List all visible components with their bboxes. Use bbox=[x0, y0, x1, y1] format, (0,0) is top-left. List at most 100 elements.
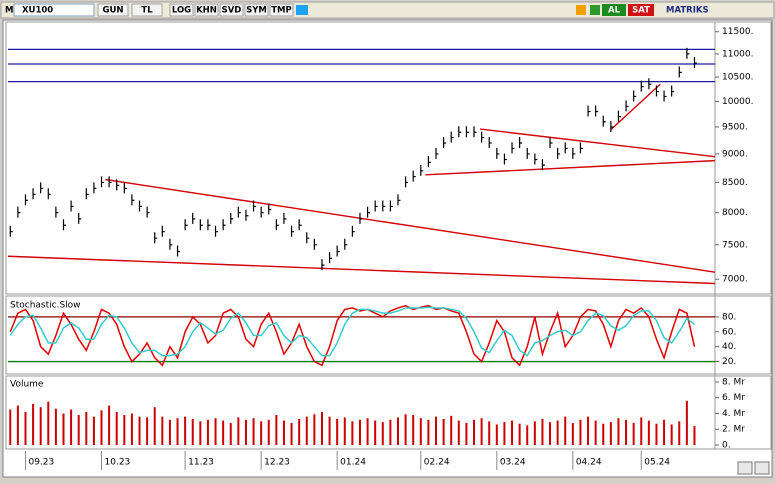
scroll-button[interactable] bbox=[754, 461, 770, 475]
price-bar bbox=[17, 206, 21, 218]
volume-bar bbox=[153, 407, 156, 445]
volume-bar bbox=[184, 416, 187, 445]
volume-bar bbox=[541, 418, 544, 445]
volume-bar bbox=[549, 422, 552, 445]
toolbar-button[interactable] bbox=[244, 3, 269, 17]
volume-bar bbox=[222, 420, 225, 445]
sell-label[interactable]: SAT bbox=[632, 6, 650, 16]
symbol[interactable]: XU100 bbox=[22, 6, 53, 16]
trend-line bbox=[105, 178, 716, 273]
price-bar bbox=[344, 238, 348, 250]
volume-bar bbox=[260, 421, 263, 445]
price-bar bbox=[62, 219, 66, 231]
volume-bar bbox=[495, 424, 498, 445]
price-bar bbox=[435, 147, 439, 159]
price-bar bbox=[404, 176, 409, 188]
volume-bar bbox=[244, 419, 247, 445]
sell-button[interactable] bbox=[628, 4, 654, 16]
price-bar bbox=[154, 232, 158, 244]
x-tick-label: 04.24 bbox=[576, 458, 602, 468]
toolbar: M XU100 GUN TL LOG KHN SVD SYM TMP AL SAT MA… bbox=[0, 1, 775, 19]
toolbar-button-label[interactable]: LOG bbox=[172, 6, 191, 16]
toolbar-button[interactable] bbox=[194, 3, 219, 17]
price-bar bbox=[450, 131, 454, 143]
buy-button[interactable] bbox=[602, 4, 626, 16]
volume-bar bbox=[647, 420, 650, 445]
volume-bar bbox=[267, 419, 270, 445]
toolbar-button-label[interactable]: SVD bbox=[222, 6, 242, 16]
volume-bar bbox=[526, 425, 529, 445]
volume-bar bbox=[564, 416, 567, 445]
price-bar bbox=[192, 212, 196, 224]
price-bar bbox=[488, 136, 492, 148]
volume-bar bbox=[419, 418, 422, 445]
price-bar bbox=[32, 188, 36, 200]
period[interactable]: GUN bbox=[103, 6, 124, 16]
toolbar-button-label[interactable]: SYM bbox=[246, 6, 267, 16]
price-bar bbox=[686, 47, 690, 59]
brand: MATRIKS bbox=[666, 6, 709, 16]
trend-line bbox=[7, 255, 716, 285]
volume-bar bbox=[206, 419, 209, 445]
price-bar bbox=[427, 156, 431, 168]
volume-bar bbox=[655, 423, 658, 445]
price-bar bbox=[458, 126, 462, 138]
volume-bar bbox=[358, 419, 361, 445]
volume-bar bbox=[146, 417, 149, 445]
currency[interactable]: TL bbox=[141, 6, 153, 16]
oscillator-line bbox=[9, 306, 695, 357]
volume-bar bbox=[77, 415, 80, 445]
refresh-icon[interactable] bbox=[590, 5, 600, 15]
price-bar bbox=[602, 115, 606, 127]
volume-bar bbox=[130, 413, 133, 445]
buy-label[interactable]: AL bbox=[608, 6, 621, 16]
currency-button[interactable] bbox=[131, 3, 163, 17]
volume-bar bbox=[305, 416, 308, 445]
volume-bar bbox=[351, 421, 354, 445]
toolbar-button-label[interactable]: TMP bbox=[271, 6, 292, 16]
period-button[interactable] bbox=[97, 3, 129, 17]
price-bar bbox=[169, 238, 173, 250]
volume-bar bbox=[602, 423, 605, 445]
volume-bar bbox=[374, 420, 377, 445]
volume-bar bbox=[488, 421, 491, 445]
price-bar bbox=[313, 238, 317, 250]
volume-bar bbox=[556, 420, 559, 445]
x-tick-label: 09.23 bbox=[28, 458, 54, 468]
y-tick-label: 20. bbox=[722, 357, 736, 367]
volume-bar bbox=[108, 405, 111, 445]
price-bar bbox=[207, 219, 211, 231]
panel-frame bbox=[5, 375, 772, 450]
toolbar-button[interactable] bbox=[219, 3, 244, 17]
volume-bar bbox=[252, 418, 255, 445]
symbol-box[interactable] bbox=[13, 3, 95, 17]
volume-bar bbox=[663, 419, 666, 445]
volume-bar bbox=[617, 418, 620, 445]
panel-title: Volume bbox=[10, 380, 44, 390]
price-bar bbox=[123, 182, 127, 194]
price-bar bbox=[579, 142, 583, 154]
y-tick-label: 2. Mr bbox=[722, 425, 745, 435]
volume-bar bbox=[328, 416, 331, 445]
price-bar bbox=[503, 153, 507, 165]
volume-bar bbox=[632, 422, 635, 445]
toolbar-button-label[interactable]: KHN bbox=[196, 6, 217, 16]
x-tick-label: 02.24 bbox=[424, 458, 450, 468]
price-bar bbox=[587, 105, 591, 117]
price-bar bbox=[131, 194, 135, 206]
zoom-button[interactable] bbox=[737, 461, 753, 475]
toolbar-button[interactable] bbox=[169, 3, 194, 17]
x-tick-label: 10.23 bbox=[105, 458, 131, 468]
price-bar bbox=[366, 206, 371, 218]
price-bar bbox=[557, 147, 561, 159]
symbol-prefix: M bbox=[5, 6, 13, 16]
volume-bar bbox=[62, 413, 65, 445]
volume-bar bbox=[161, 416, 164, 445]
edit-icon[interactable] bbox=[576, 5, 586, 15]
y-tick-label: 10000. bbox=[722, 97, 754, 107]
share-icon[interactable] bbox=[296, 5, 308, 15]
price-bar bbox=[260, 206, 264, 218]
price-bar bbox=[138, 200, 143, 212]
toolbar-button[interactable] bbox=[269, 3, 294, 17]
price-bar bbox=[526, 147, 530, 159]
